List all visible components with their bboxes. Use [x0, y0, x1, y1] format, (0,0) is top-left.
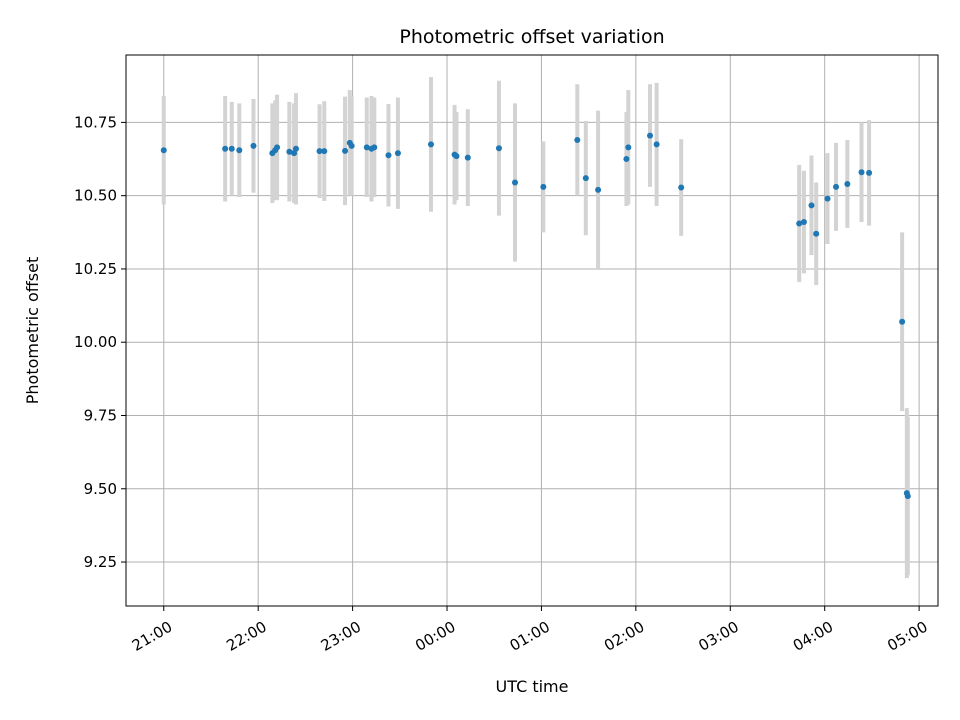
data-point [427, 141, 434, 148]
x-axis-title: UTC time [496, 677, 569, 696]
data-point [321, 148, 328, 155]
data-point [385, 152, 392, 159]
data-point [813, 230, 820, 237]
data-point [342, 147, 349, 154]
data-point [833, 183, 840, 190]
data-point [495, 145, 502, 152]
y-tick-label: 9.25 [84, 553, 117, 571]
data-point [160, 147, 167, 154]
axis-ticks [121, 121, 920, 611]
data-point [348, 142, 355, 149]
data-point [800, 219, 807, 226]
data-point [625, 144, 632, 151]
data-point [595, 186, 602, 193]
plot-frame [125, 54, 939, 607]
data-point [899, 318, 906, 325]
data-point [678, 184, 685, 191]
data-point [540, 183, 547, 190]
data-point [844, 180, 851, 187]
data-point [858, 169, 865, 176]
data-point [316, 148, 323, 155]
data-point [808, 202, 815, 209]
data-point [453, 153, 460, 160]
y-tick-labels: 9.25 9.50 9.75 10.00 10.25 10.50 10.75 [74, 113, 117, 571]
y-tick-label: 10.75 [74, 113, 117, 131]
y-tick-label: 10.25 [74, 260, 117, 278]
data-point [222, 145, 229, 152]
data-point [904, 493, 911, 500]
data-point [464, 154, 471, 161]
data-point [623, 156, 630, 163]
data-point [574, 136, 581, 143]
data-point [228, 145, 235, 152]
data-point [274, 144, 281, 151]
data-point [286, 148, 293, 155]
data-point [363, 144, 370, 151]
data-point [647, 132, 654, 139]
data-point [824, 195, 831, 202]
data-point [292, 145, 299, 152]
chart-title: Photometric offset variation [399, 26, 664, 48]
y-tick-label: 9.75 [84, 406, 117, 424]
data-point [250, 142, 257, 149]
data-point [236, 147, 243, 154]
y-tick-label: 10.00 [74, 333, 117, 351]
data-point [653, 141, 660, 148]
data-points [160, 132, 911, 500]
data-point [796, 220, 803, 227]
y-tick-label: 9.50 [84, 480, 117, 498]
data-point [371, 144, 378, 151]
data-point [512, 179, 519, 186]
data-point [582, 175, 589, 182]
y-tick-label: 10.50 [74, 187, 117, 205]
data-point [394, 150, 401, 157]
y-axis-title: Photometric offset [23, 257, 42, 405]
data-point [866, 169, 873, 176]
